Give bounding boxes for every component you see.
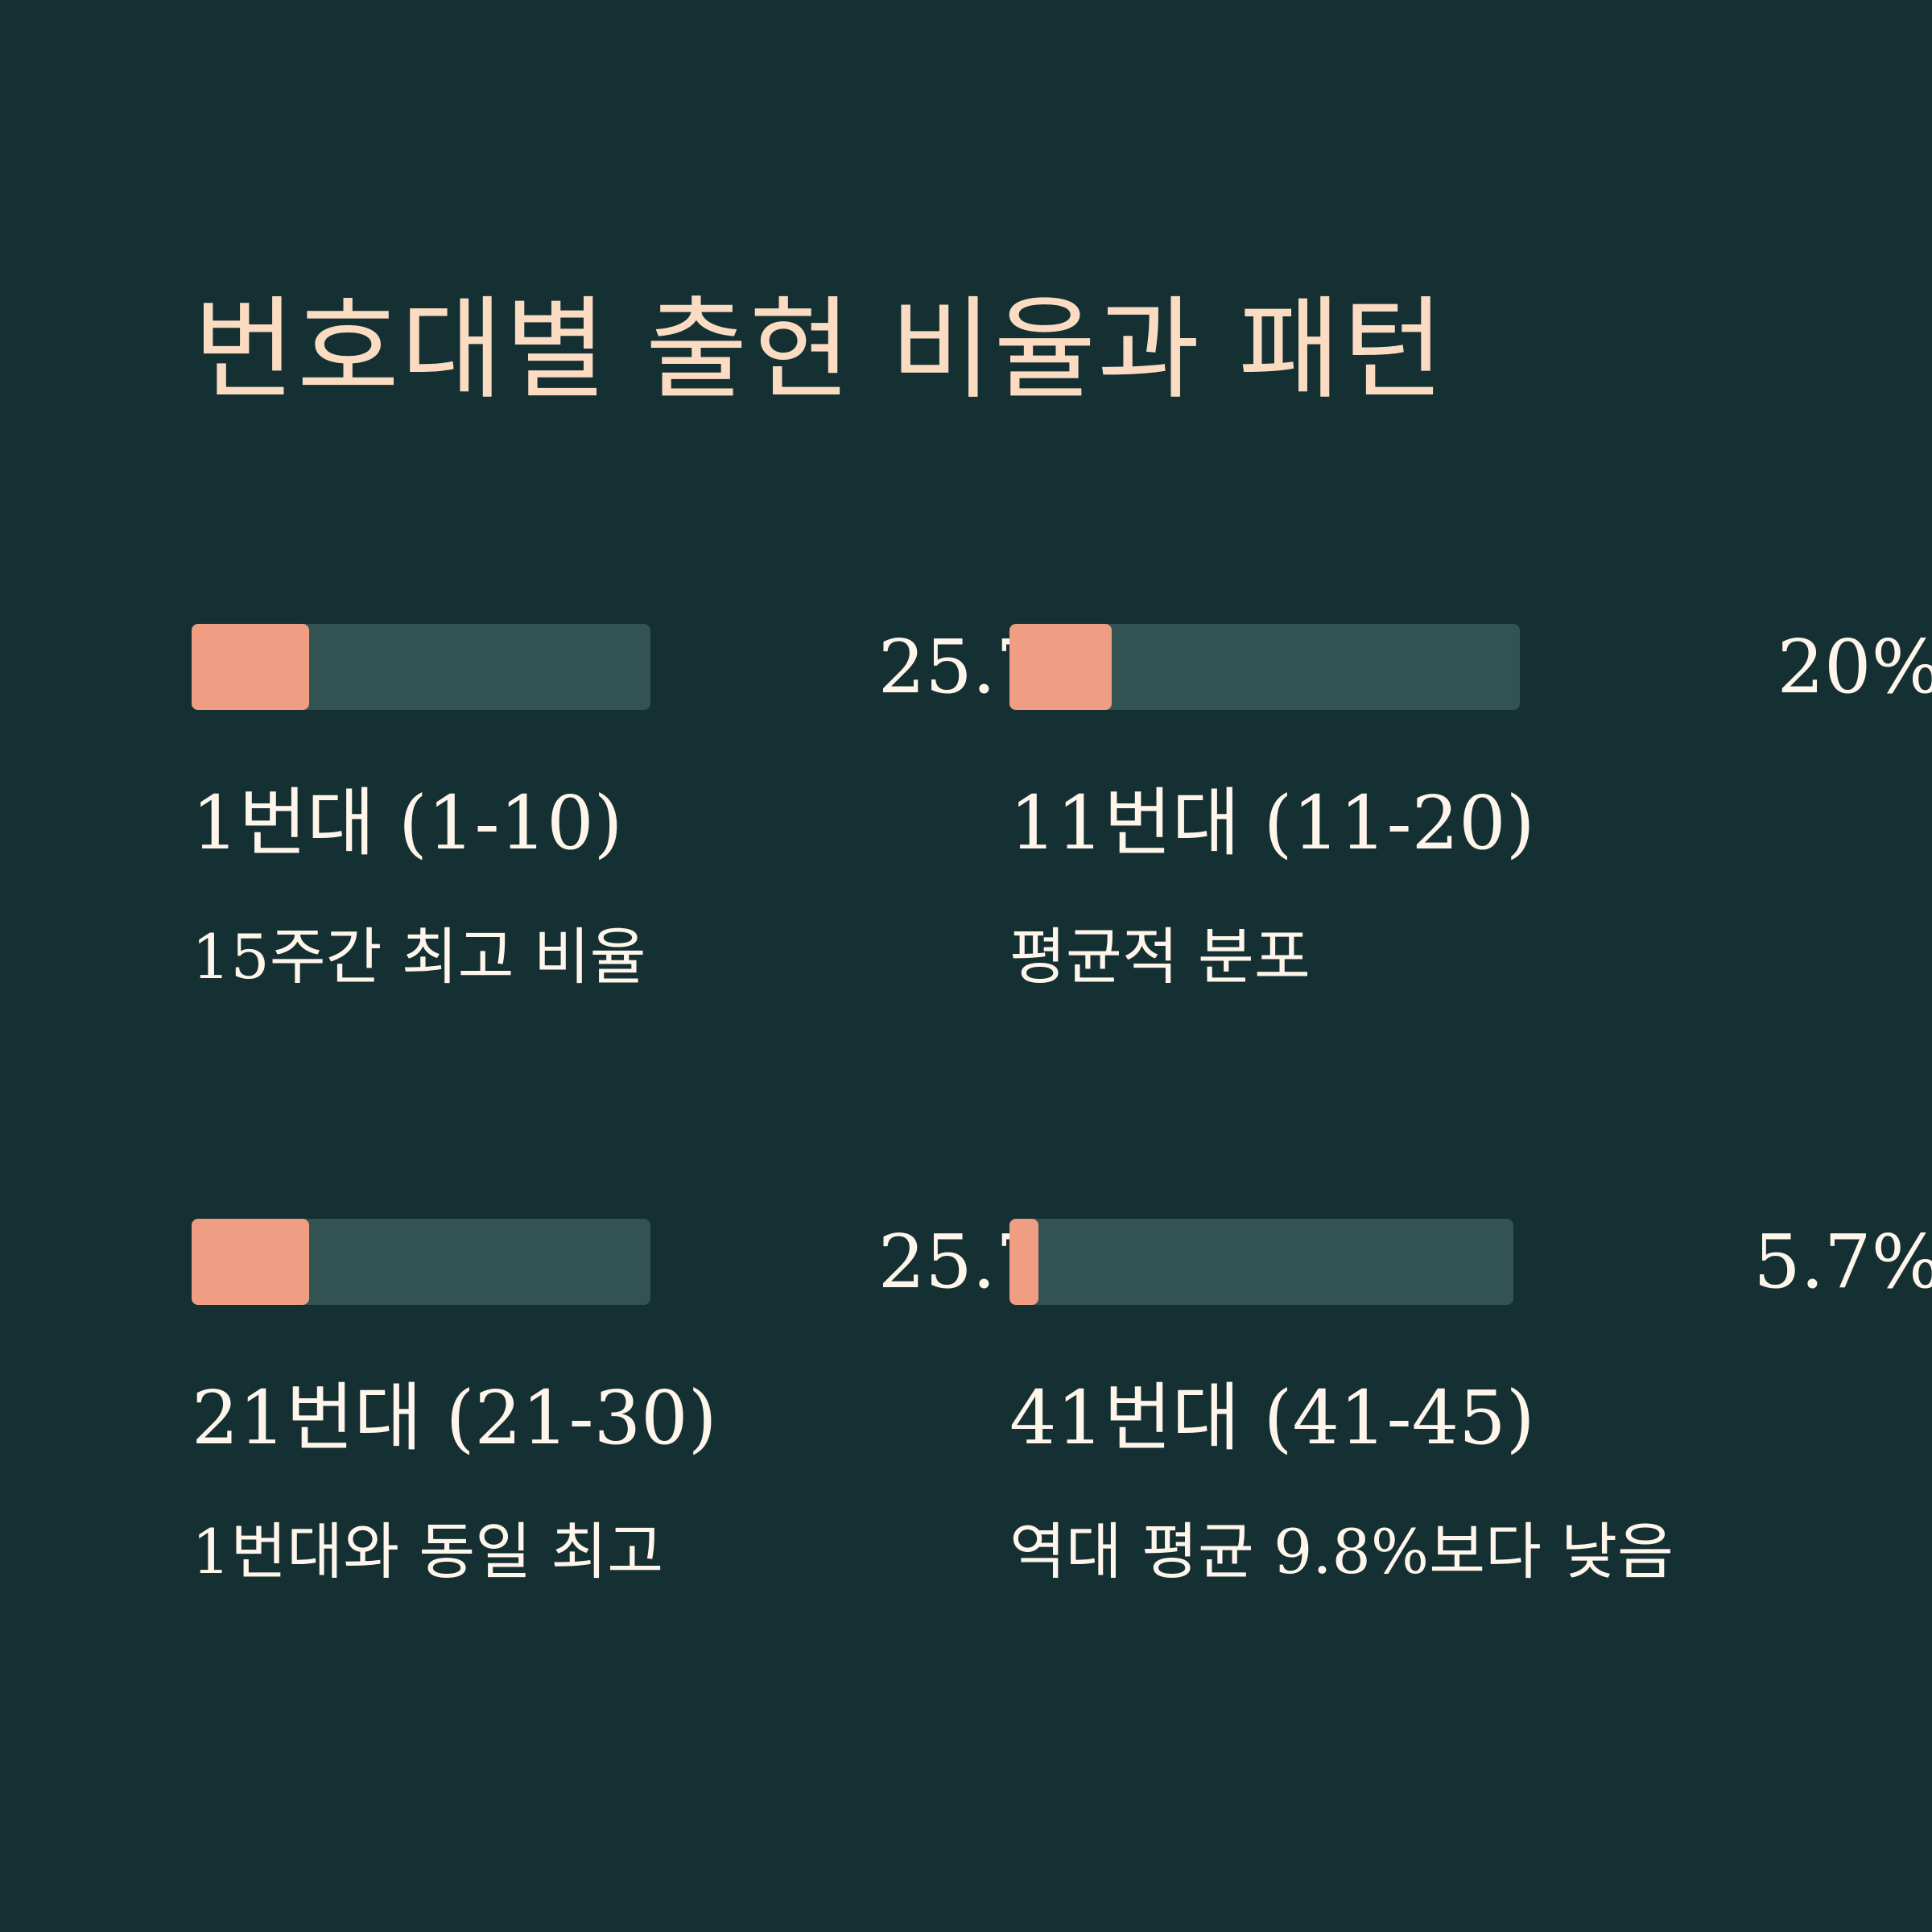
progress-fill <box>1009 624 1112 710</box>
range-card-4: 5.7% 41번대 (41-45) 역대 평균 9.8%보다 낮음 <box>1009 1219 1932 1621</box>
range-label: 41번대 (41-45) <box>1009 1375 1535 1461</box>
range-card-1: 25.7% 1번대 (1-10) 15주간 최고 비율 <box>192 624 1113 1026</box>
progress-track <box>1009 1219 1513 1305</box>
range-card-3: 25.7% 21번대 (21-30) 1번대와 동일 최고 <box>192 1219 1113 1621</box>
page-title: 번호대별 출현 비율과 패턴 <box>193 285 1447 415</box>
progress-track <box>1009 624 1520 710</box>
percent-label: 5.7% <box>1753 1219 1932 1305</box>
progress-fill <box>192 624 310 710</box>
range-label: 1번대 (1-10) <box>192 780 623 866</box>
progress-fill <box>1009 1219 1038 1305</box>
progress-fill <box>192 1219 310 1305</box>
range-label: 21번대 (21-30) <box>192 1375 717 1461</box>
range-description: 1번대와 동일 최고 <box>192 1516 664 1587</box>
range-description: 역대 평균 9.8%보다 낮음 <box>1009 1516 1674 1587</box>
range-label: 11번대 (11-20) <box>1009 780 1535 866</box>
range-description: 평균적 분포 <box>1009 921 1311 993</box>
progress-track <box>192 624 650 710</box>
progress-track <box>192 1219 650 1305</box>
range-description: 15주간 최고 비율 <box>192 921 646 993</box>
range-card-2: 20% 11번대 (11-20) 평균적 분포 <box>1009 624 1932 1026</box>
percent-label: 20% <box>1777 624 1932 710</box>
